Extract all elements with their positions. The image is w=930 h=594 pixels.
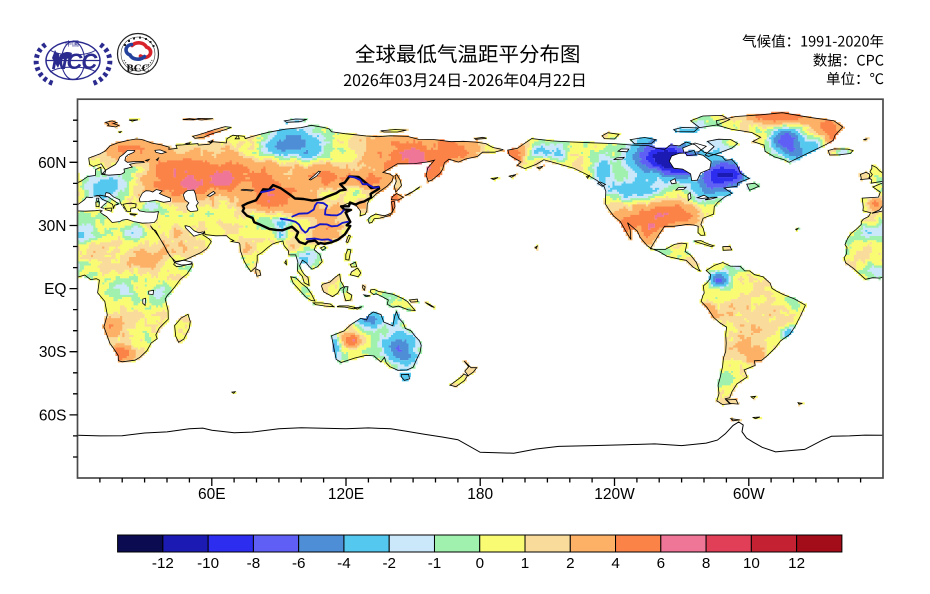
svg-text:120W: 120W: [594, 486, 635, 503]
svg-text:30S: 30S: [39, 344, 67, 361]
svg-text:EQ: EQ: [44, 281, 66, 298]
svg-text:12: 12: [788, 555, 805, 572]
svg-text:0: 0: [476, 555, 484, 572]
svg-text:BCC: BCC: [126, 63, 149, 75]
svg-text:-8: -8: [247, 555, 261, 572]
svg-text:8: 8: [702, 555, 710, 572]
svg-text:4: 4: [611, 555, 619, 572]
svg-text:60W: 60W: [733, 486, 765, 503]
svg-text:60N: 60N: [38, 155, 66, 172]
svg-text:1: 1: [521, 555, 529, 572]
svg-text:30N: 30N: [38, 218, 66, 235]
svg-text:-12: -12: [152, 555, 174, 572]
svg-text:2: 2: [566, 555, 574, 572]
svg-text:60E: 60E: [198, 486, 226, 503]
svg-text:-6: -6: [292, 555, 306, 572]
svg-text:NCC: NCC: [52, 49, 99, 74]
svg-text:-4: -4: [337, 555, 351, 572]
svg-text:10: 10: [743, 555, 760, 572]
svg-text:6: 6: [657, 555, 665, 572]
svg-text:-2: -2: [382, 555, 396, 572]
svg-text:180: 180: [467, 486, 493, 503]
svg-text:-1: -1: [428, 555, 442, 572]
svg-text:-10: -10: [197, 555, 219, 572]
svg-text:120E: 120E: [328, 486, 364, 503]
svg-text:60S: 60S: [39, 407, 67, 424]
